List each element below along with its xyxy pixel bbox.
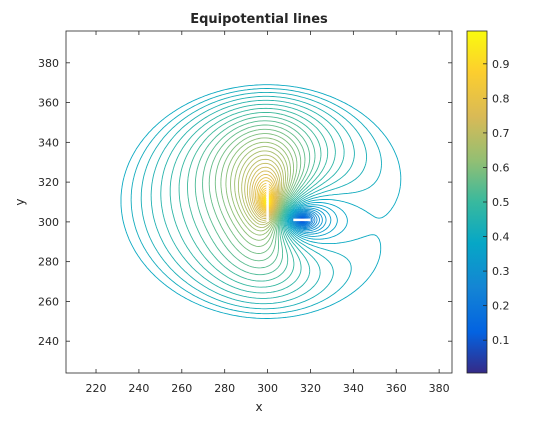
colorbar-tick-label: 0.7 (492, 127, 510, 140)
x-tick-label: 240 (128, 382, 149, 395)
colorbar-tick-label: 0.2 (492, 300, 510, 313)
contour-line (170, 104, 335, 293)
contour-lines (121, 85, 401, 319)
x-tick-label: 340 (343, 382, 364, 395)
x-tick-label: 320 (300, 382, 321, 395)
x-tick-label: 260 (171, 382, 192, 395)
colorbar-tick-label: 0.4 (492, 231, 510, 244)
colorbar-tick-label: 0.9 (492, 58, 510, 71)
y-tick-label: 320 (38, 176, 59, 189)
x-tick-label: 220 (86, 382, 107, 395)
colorbar-tick-label: 0.5 (492, 196, 510, 209)
colorbar-tick-label: 0.6 (492, 161, 510, 174)
x-axis-label: x (255, 400, 262, 414)
colorbar-tick-label: 0.1 (492, 334, 510, 347)
y-tick-label: 300 (38, 216, 59, 229)
y-axis-label: y (13, 198, 27, 205)
x-tick-label: 300 (257, 382, 278, 395)
chart-title: Equipotential lines (190, 12, 328, 27)
y-tick-label: 380 (38, 57, 59, 70)
x-tick-label: 380 (429, 382, 450, 395)
x-tick-label: 280 (214, 382, 235, 395)
y-tick-label: 280 (38, 256, 59, 269)
y-tick-label: 240 (38, 335, 59, 348)
colorbar-tick-label: 0.8 (492, 92, 510, 105)
colorbar-tick-label: 0.3 (492, 265, 510, 278)
y-tick-label: 360 (38, 97, 59, 110)
x-tick-label: 360 (386, 382, 407, 395)
y-tick-label: 260 (38, 295, 59, 308)
y-tick-label: 340 (38, 136, 59, 149)
